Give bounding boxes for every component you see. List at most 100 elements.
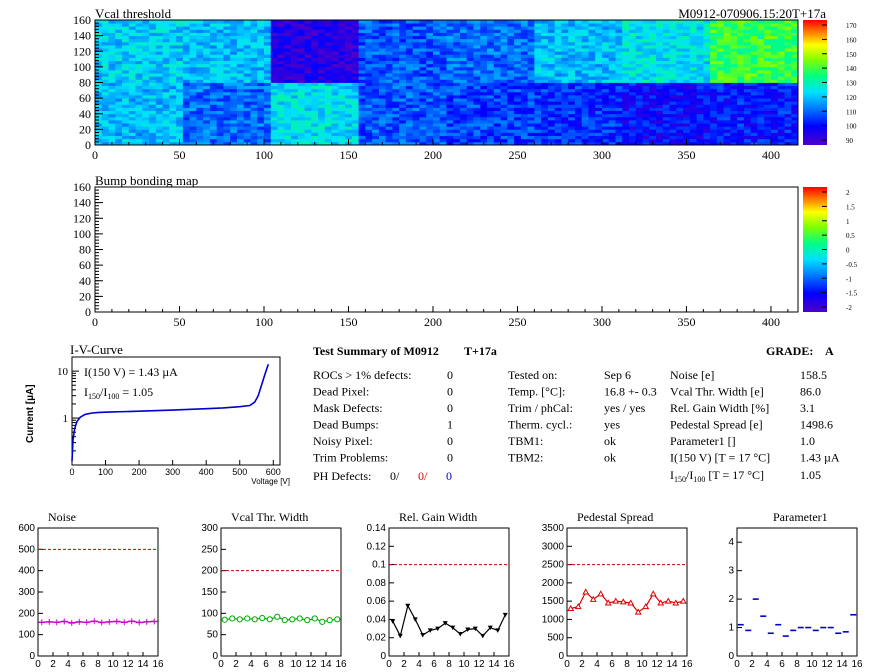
heatmap-cell xyxy=(520,76,529,80)
heatmap-cell xyxy=(777,113,785,118)
heatmap-cell xyxy=(791,107,799,112)
heatmap-cell xyxy=(737,88,745,93)
heatmap-cell xyxy=(365,107,373,112)
heatmap-cell xyxy=(460,135,468,140)
heatmap-cell xyxy=(730,60,738,65)
heatmap-cell xyxy=(250,45,258,49)
heatmap-cell xyxy=(162,51,170,55)
defect-label: Dead Pixel: xyxy=(313,385,369,399)
heatmap-cell xyxy=(446,138,454,143)
heatmap-cell xyxy=(405,73,414,77)
heatmap-cell xyxy=(345,38,353,43)
heatmap-cell xyxy=(297,126,305,130)
heatmap-cell xyxy=(284,138,292,143)
heatmap-cell xyxy=(453,101,461,105)
heatmap-cell xyxy=(689,48,698,52)
heatmap-cell xyxy=(770,88,779,93)
heatmap-cell xyxy=(399,126,407,130)
heatmap-cell xyxy=(162,20,170,24)
heatmap-cell xyxy=(534,91,542,96)
heatmap-cell xyxy=(162,110,170,115)
heatmap-cell xyxy=(703,110,711,115)
heatmap-cell xyxy=(703,38,711,43)
heatmap-cell xyxy=(493,126,501,130)
heatmap-cell xyxy=(791,57,799,62)
heatmap-cell xyxy=(257,48,265,52)
heatmap-cell xyxy=(507,23,515,27)
heatmap-cell xyxy=(372,120,380,124)
heatmap-cell xyxy=(460,38,468,43)
heatmap-cell xyxy=(426,123,434,127)
heatmap-cell xyxy=(615,20,623,24)
heatmap-cell xyxy=(622,38,630,43)
heatmap-cell xyxy=(487,104,495,108)
heatmap-cell xyxy=(473,82,481,87)
heatmap-cell xyxy=(629,113,637,118)
heatmap-cell xyxy=(365,79,373,83)
heatmap-cell xyxy=(331,110,339,115)
heatmap-cell xyxy=(561,60,569,65)
heatmap-cell xyxy=(243,23,251,27)
heatmap-cell xyxy=(493,98,501,102)
heatmap-cell xyxy=(683,82,691,87)
heatmap-cell xyxy=(135,66,143,71)
heatmap-cell xyxy=(412,138,420,143)
heatmap-cell xyxy=(209,132,218,137)
heatmap-cell xyxy=(338,126,346,130)
heatmap-cell xyxy=(358,91,366,96)
heatmap-cell xyxy=(622,82,630,87)
heatmap-cell xyxy=(216,70,224,74)
heatmap-cell xyxy=(345,20,353,24)
heatmap-cell xyxy=(676,104,684,108)
heatmap-cell xyxy=(115,38,123,43)
y-tick-label: 0.1 xyxy=(372,560,386,571)
ph-defects-value-1: 0/ xyxy=(390,469,400,483)
heatmap-cell xyxy=(676,123,684,127)
heatmap-cell xyxy=(351,45,360,49)
heatmap-cell xyxy=(291,29,299,33)
heatmap-cell xyxy=(750,70,758,74)
heatmap-cell xyxy=(520,141,529,146)
heatmap-cell xyxy=(507,38,515,43)
heatmap-cell xyxy=(399,132,407,137)
heatmap-cell xyxy=(223,57,231,62)
heatmap-cell xyxy=(412,66,420,71)
heatmap-cell xyxy=(223,135,231,140)
heatmap-cell xyxy=(351,60,360,65)
heatmap-cell xyxy=(608,26,616,30)
heatmap-cell xyxy=(520,38,529,43)
heatmap-cell xyxy=(703,29,711,33)
heatmap-cell xyxy=(331,45,339,49)
heatmap-cell xyxy=(236,51,245,55)
heatmap-cell xyxy=(595,116,603,121)
heatmap-cell xyxy=(541,76,549,80)
y-tick-label: 300 xyxy=(18,587,35,598)
heatmap-cell xyxy=(480,70,488,74)
heatmap-cell xyxy=(541,38,549,43)
heatmap-cell xyxy=(473,48,481,52)
heatmap-cell xyxy=(304,51,312,55)
heatmap-cell xyxy=(149,60,157,65)
heatmap-cell xyxy=(338,123,346,127)
heatmap-cell xyxy=(541,98,549,102)
heatmap-cell xyxy=(669,23,677,27)
heatmap-cell xyxy=(162,73,170,77)
data-point xyxy=(567,604,575,611)
heatmap-cell xyxy=(182,113,191,118)
heatmap-cell xyxy=(176,88,184,93)
heatmap-cell xyxy=(595,35,603,40)
heatmap-cell xyxy=(101,141,109,146)
heatmap-cell xyxy=(629,23,637,27)
heatmap-cell xyxy=(635,129,643,133)
heatmap-cell xyxy=(669,51,677,55)
heatmap-cell xyxy=(189,107,197,112)
heatmap-cell xyxy=(236,48,245,52)
heatmap-cell xyxy=(351,132,360,137)
heatmap-cell xyxy=(345,126,353,130)
heatmap-cell xyxy=(250,85,258,90)
heatmap-cell xyxy=(115,120,123,124)
heatmap-cell xyxy=(277,120,285,124)
heatmap-cell xyxy=(385,104,393,108)
